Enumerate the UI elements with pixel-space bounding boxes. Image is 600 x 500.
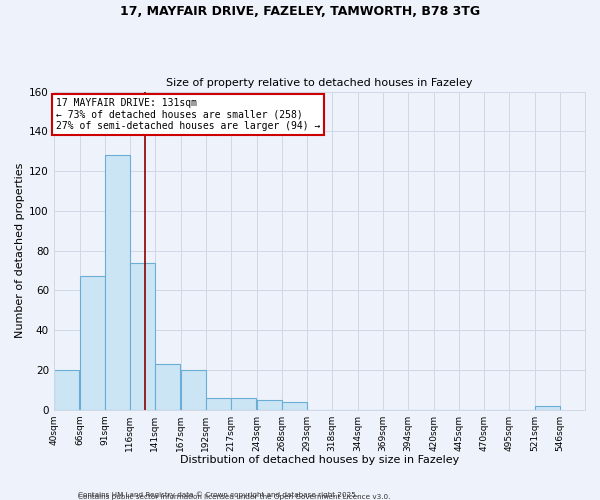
Bar [535,406,560,409]
Bar [206,398,231,409]
Bar [130,262,155,410]
Y-axis label: Number of detached properties: Number of detached properties [15,163,25,338]
Bar [181,370,206,410]
Bar [80,276,105,409]
Bar [282,402,307,409]
Bar [231,398,256,409]
Bar [54,370,79,410]
Text: 17, MAYFAIR DRIVE, FAZELEY, TAMWORTH, B78 3TG: 17, MAYFAIR DRIVE, FAZELEY, TAMWORTH, B7… [120,5,480,18]
Text: Contains public sector information licensed under the Open Government Licence v3: Contains public sector information licen… [78,494,391,500]
X-axis label: Distribution of detached houses by size in Fazeley: Distribution of detached houses by size … [180,455,459,465]
Bar [105,155,130,409]
Title: Size of property relative to detached houses in Fazeley: Size of property relative to detached ho… [166,78,473,88]
Text: Contains HM Land Registry data © Crown copyright and database right 2025.: Contains HM Land Registry data © Crown c… [78,491,358,498]
Bar [257,400,282,409]
Text: 17 MAYFAIR DRIVE: 131sqm
← 73% of detached houses are smaller (258)
27% of semi-: 17 MAYFAIR DRIVE: 131sqm ← 73% of detach… [56,98,320,130]
Bar [155,364,180,410]
